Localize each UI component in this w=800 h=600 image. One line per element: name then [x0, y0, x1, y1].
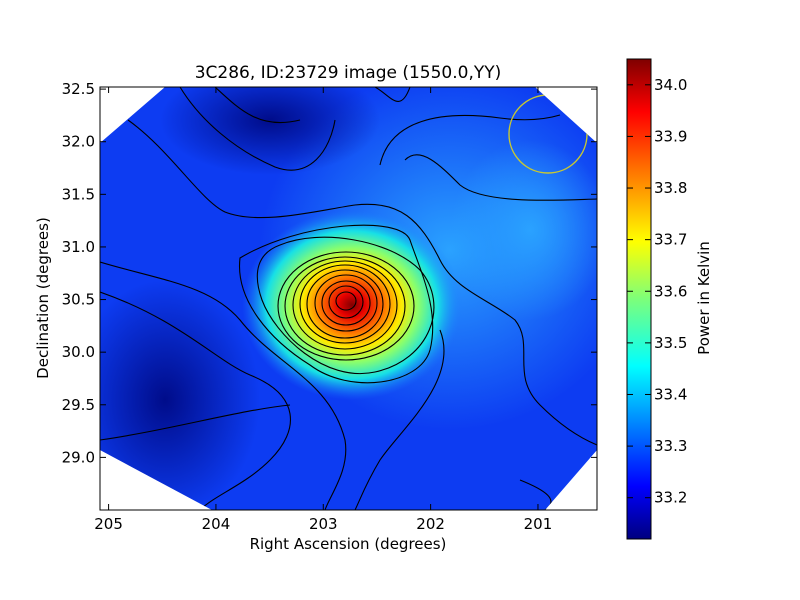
y-tick-label: 29.5 — [62, 396, 95, 414]
colorbar-tick-label: 33.9 — [654, 127, 687, 145]
colorbar-tick-label: 33.5 — [654, 334, 687, 352]
y-axis-label: Declination (degrees) — [34, 217, 52, 379]
chart-title: 3C286, ID:23729 image (1550.0,YY) — [195, 63, 502, 83]
colorbar-gradient — [626, 58, 652, 540]
x-tick-label: 204 — [202, 515, 231, 533]
colorbar-tick-label: 33.8 — [654, 179, 687, 197]
colorbar-tick-label: 33.3 — [654, 437, 687, 455]
colorbar-tick-label: 34.0 — [654, 76, 687, 94]
colorbar: 33.2 33.3 33.4 33.5 33.6 33.7 33.8 33.9 34.0 Pow… — [626, 58, 713, 540]
y-tick-label: 32.5 — [62, 80, 95, 98]
colorbar-tick-label: 33.6 — [654, 282, 687, 300]
colorbar-label: Power in Kelvin — [695, 241, 713, 355]
y-tick-label: 30.5 — [62, 291, 95, 309]
x-axis-label: Right Ascension (degrees) — [250, 535, 447, 553]
y-tick-label: 30.0 — [62, 343, 95, 361]
y-axis-ticks: 29.0 29.5 30.0 30.5 31.0 31.5 32.0 32.5 — [62, 80, 597, 466]
y-tick-label: 32.0 — [62, 133, 95, 151]
y-tick-label: 31.0 — [62, 238, 95, 256]
contour-lines — [100, 87, 597, 510]
y-tick-label: 29.0 — [62, 448, 95, 466]
x-tick-label: 201 — [524, 515, 553, 533]
colorbar-ticks: 33.2 33.3 33.4 33.5 33.6 33.7 33.8 33.9 34.0 — [627, 76, 687, 507]
colorbar-tick-label: 33.4 — [654, 385, 687, 403]
x-tick-label: 205 — [94, 515, 123, 533]
x-tick-label: 203 — [309, 515, 338, 533]
x-axis-ticks: 205 204 203 202 201 — [94, 87, 552, 533]
plot-frame — [99, 86, 598, 511]
y-tick-label: 31.5 — [62, 185, 95, 203]
heatmap-image — [100, 87, 597, 510]
colorbar-tick-label: 33.7 — [654, 231, 687, 249]
x-tick-label: 202 — [416, 515, 445, 533]
colorbar-tick-label: 33.2 — [654, 489, 687, 507]
